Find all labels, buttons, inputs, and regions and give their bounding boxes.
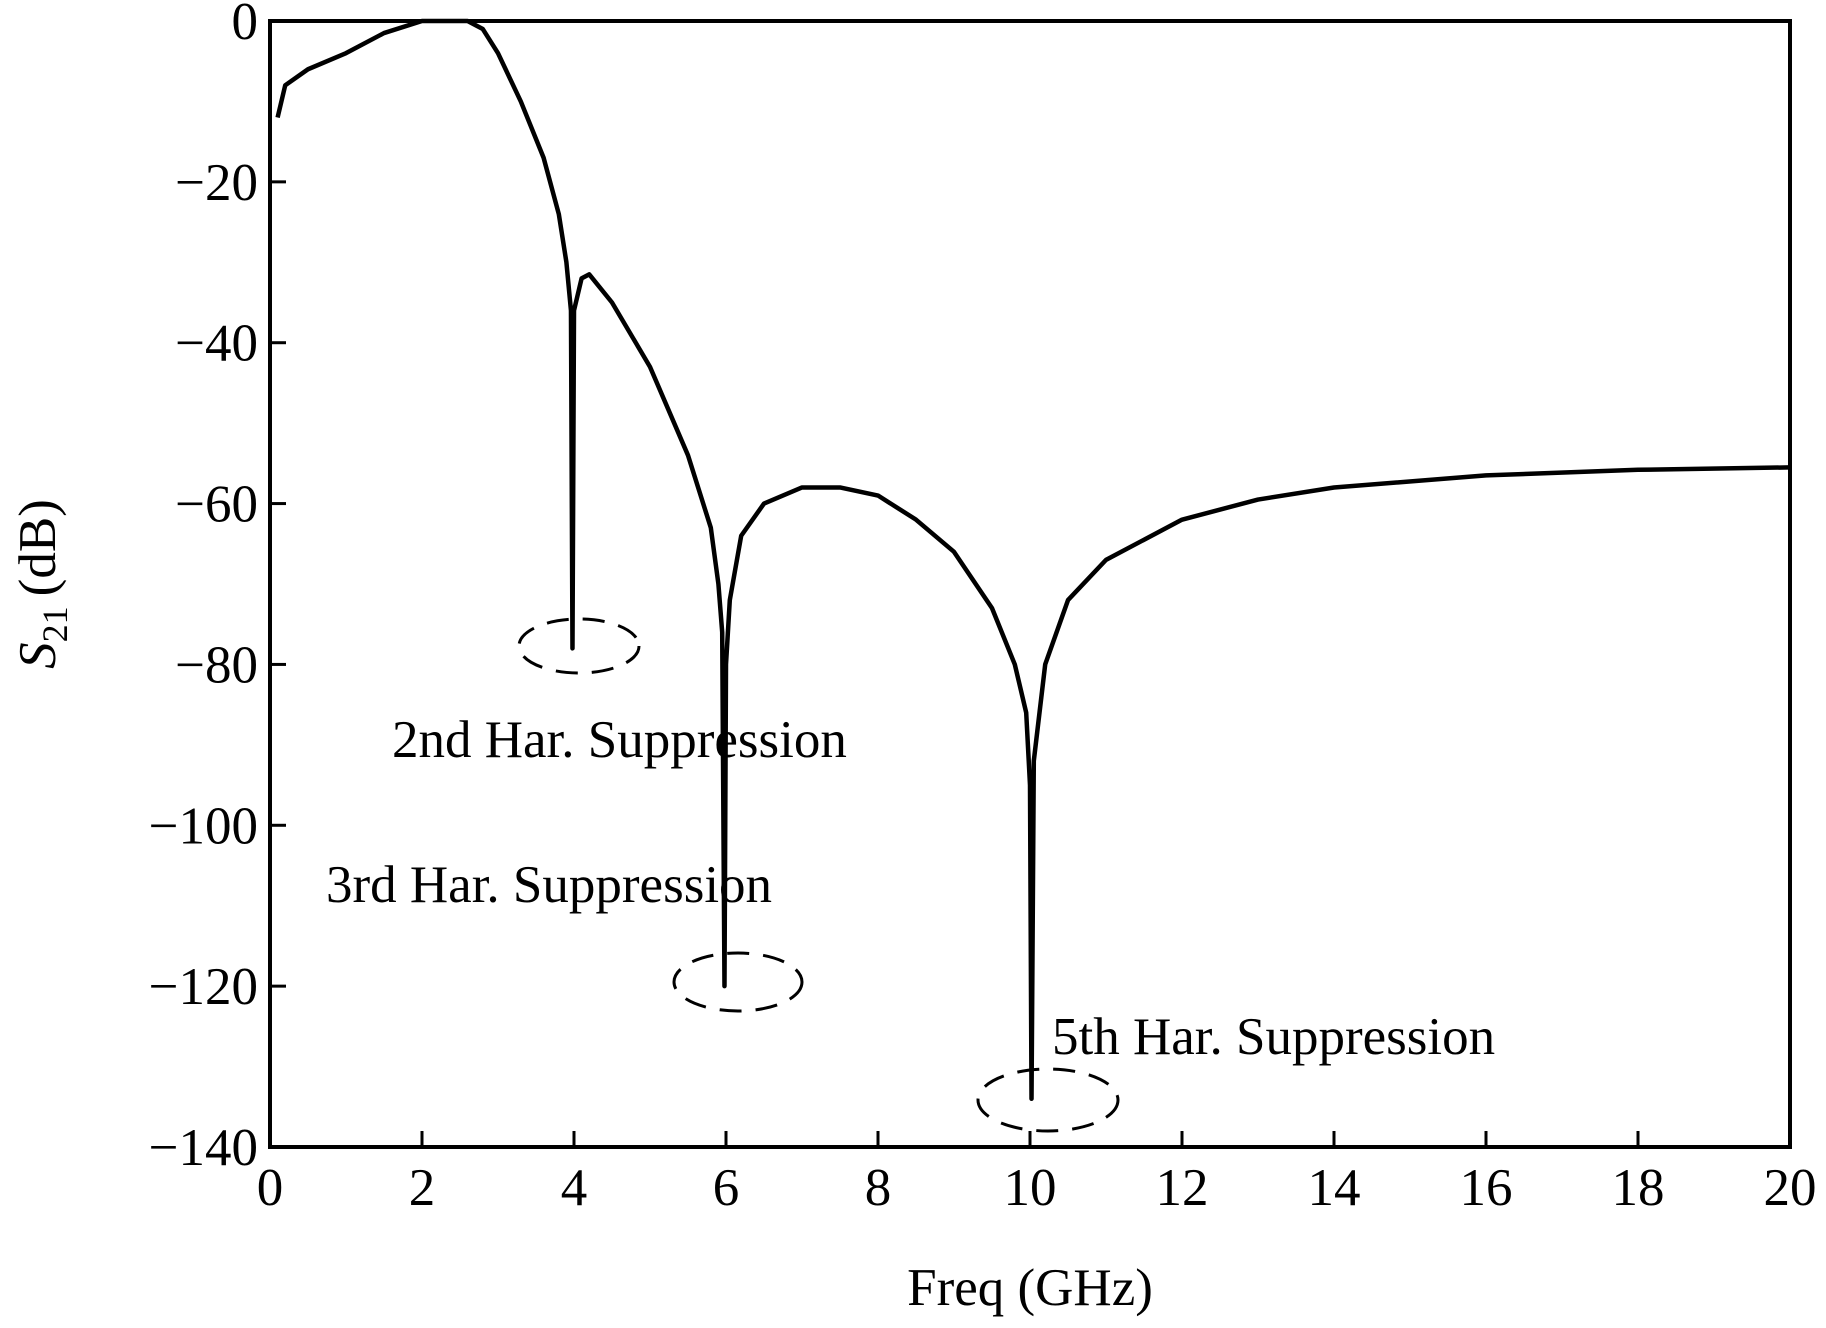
highlight-ellipse <box>672 951 804 1013</box>
x-tick-label: 4 <box>561 1159 588 1217</box>
y-tick-label: 0 <box>232 0 259 51</box>
y-tick-label: −40 <box>175 315 258 373</box>
x-tick-label: 20 <box>1764 1159 1817 1217</box>
x-tick-label: 2 <box>409 1159 436 1217</box>
y-tick-label: −20 <box>175 154 258 212</box>
line-series <box>275 18 1791 1101</box>
highlight-ellipse <box>517 617 641 675</box>
x-tick-label: 16 <box>1460 1159 1513 1217</box>
y-axis-label: S21 (dB) <box>9 499 75 669</box>
x-axis-label: Freq (GHz) <box>907 1259 1153 1317</box>
y-label-unit: (dB) <box>9 499 67 596</box>
annotation: 2nd Har. Suppression <box>392 711 847 769</box>
x-tick-label: 0 <box>257 1159 284 1217</box>
y-tick-label: −100 <box>149 797 258 855</box>
x-tick-label: 6 <box>713 1159 740 1217</box>
highlight-ellipse <box>976 1067 1120 1133</box>
y-tick-label: −140 <box>149 1119 258 1177</box>
annotation: 5th Har. Suppression <box>1052 1008 1495 1066</box>
x-tick-label: 12 <box>1156 1159 1209 1217</box>
x-tick-label: 18 <box>1612 1159 1665 1217</box>
x-tick-label: 10 <box>1004 1159 1057 1217</box>
x-tick-label: 14 <box>1308 1159 1361 1217</box>
y-label-subscript: 21 <box>35 606 75 642</box>
y-tick-label: −60 <box>175 476 258 534</box>
annotation: 3rd Har. Suppression <box>326 856 772 914</box>
y-tick-label: −120 <box>149 958 258 1016</box>
y-label-symbol: S <box>9 642 67 669</box>
x-tick-label: 8 <box>865 1159 892 1217</box>
y-tick-label: −80 <box>175 636 258 694</box>
